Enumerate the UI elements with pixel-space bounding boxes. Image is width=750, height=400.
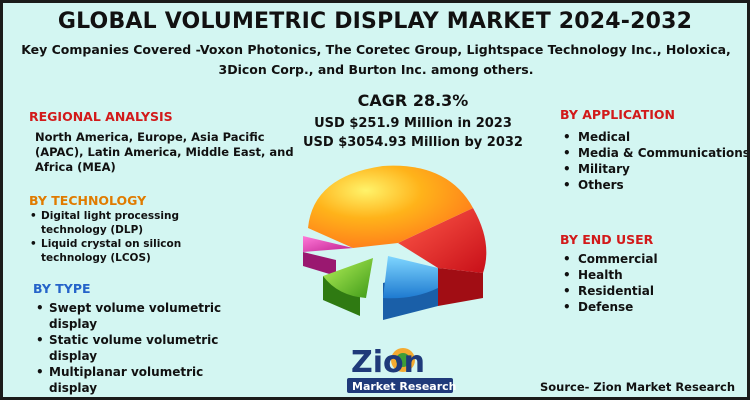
application-list: • Medical • Media & Communications • Milita…	[560, 129, 750, 193]
cagr-value: CAGR 28.3%	[357, 91, 469, 110]
bullet-icon: •	[30, 238, 37, 250]
pie-slice-pink	[303, 236, 353, 252]
pie-side-pink	[303, 252, 336, 276]
type-section: BY TYPE • Swept volume volumetric display…	[33, 281, 243, 396]
bullet-icon: •	[563, 130, 571, 144]
bullet-icon: •	[563, 284, 571, 298]
regional-text: North America, Europe, Asia Pacific (APA…	[35, 130, 294, 174]
zion-logo: Zion Market Research	[343, 338, 463, 396]
market-value-2032: USD $3054.93 Million by 2032	[303, 135, 523, 150]
list-item: • Digital light processing technology (DL…	[30, 210, 179, 236]
type-title: BY TYPE	[33, 281, 91, 296]
pie-slice-blue	[383, 256, 438, 299]
application-title: BY APPLICATION	[560, 107, 676, 122]
pie-slice-green	[323, 258, 373, 298]
bullet-icon: •	[36, 333, 44, 347]
list-item: • Residential	[563, 284, 654, 298]
end-user-title: BY END USER	[560, 232, 654, 247]
logo-subbrand: Market Research	[352, 380, 457, 393]
technology-section: BY TECHNOLOGY • Digital light processing …	[29, 193, 229, 265]
type-list: • Swept volume volumetric display • Static…	[33, 300, 243, 396]
end-user-list: • Commercial • Health • Residential • Defens…	[560, 251, 740, 315]
technology-title: BY TECHNOLOGY	[29, 193, 147, 208]
key-companies-text: Key Companies Covered -Voxon Photonics, …	[21, 42, 731, 77]
bullet-icon: •	[563, 252, 571, 266]
decorative-pie-illustration	[303, 165, 487, 320]
application-section: BY APPLICATION • Medical • Media & Communi…	[560, 107, 750, 193]
list-item: • Media & Communications	[563, 146, 750, 160]
bullet-icon: •	[563, 268, 571, 282]
bullet-icon: •	[36, 301, 44, 315]
bullet-icon: •	[36, 365, 44, 379]
pie-slice-red	[398, 208, 487, 273]
logo-brand: Zion	[351, 345, 425, 380]
list-item: • Liquid crystal on silicon technology (L…	[30, 238, 182, 264]
list-item: • Health	[563, 268, 623, 282]
market-value-2023: USD $251.9 Million in 2023	[314, 116, 512, 131]
source-note: Source- Zion Market Research	[540, 380, 736, 394]
list-item: • Static volume volumetric display	[36, 333, 219, 363]
logo-mark: Zion Market Research	[347, 345, 457, 393]
bullet-icon: •	[563, 162, 571, 176]
regional-section: REGIONAL ANALYSIS North America, Europe,…	[29, 109, 294, 175]
list-item: • Medical	[563, 130, 631, 144]
list-item: • Swept volume volumetric display	[36, 301, 222, 331]
regional-title: REGIONAL ANALYSIS	[29, 109, 173, 124]
list-item: • Defense	[563, 300, 634, 314]
market-stats: CAGR 28.3% USD $251.9 Million in 2023 US…	[283, 91, 543, 152]
bullet-icon: •	[563, 178, 571, 192]
pie-side-red	[438, 268, 483, 306]
list-item: • Military	[563, 162, 630, 176]
list-item: • Others	[563, 178, 624, 192]
end-user-section: BY END USER • Commercial • Health • Residen…	[560, 232, 740, 315]
page-title: GLOBAL VOLUMETRIC DISPLAY MARKET 2024-20…	[57, 9, 693, 34]
bullet-icon: •	[563, 300, 571, 314]
list-item: • Multiplanar volumetric display	[36, 365, 204, 395]
bullet-icon: •	[30, 210, 37, 222]
technology-list: • Digital light processing technology (DL…	[29, 209, 229, 265]
bullet-icon: •	[563, 146, 571, 160]
pie-slice-yellow	[308, 165, 473, 248]
list-item: • Commercial	[563, 252, 658, 266]
